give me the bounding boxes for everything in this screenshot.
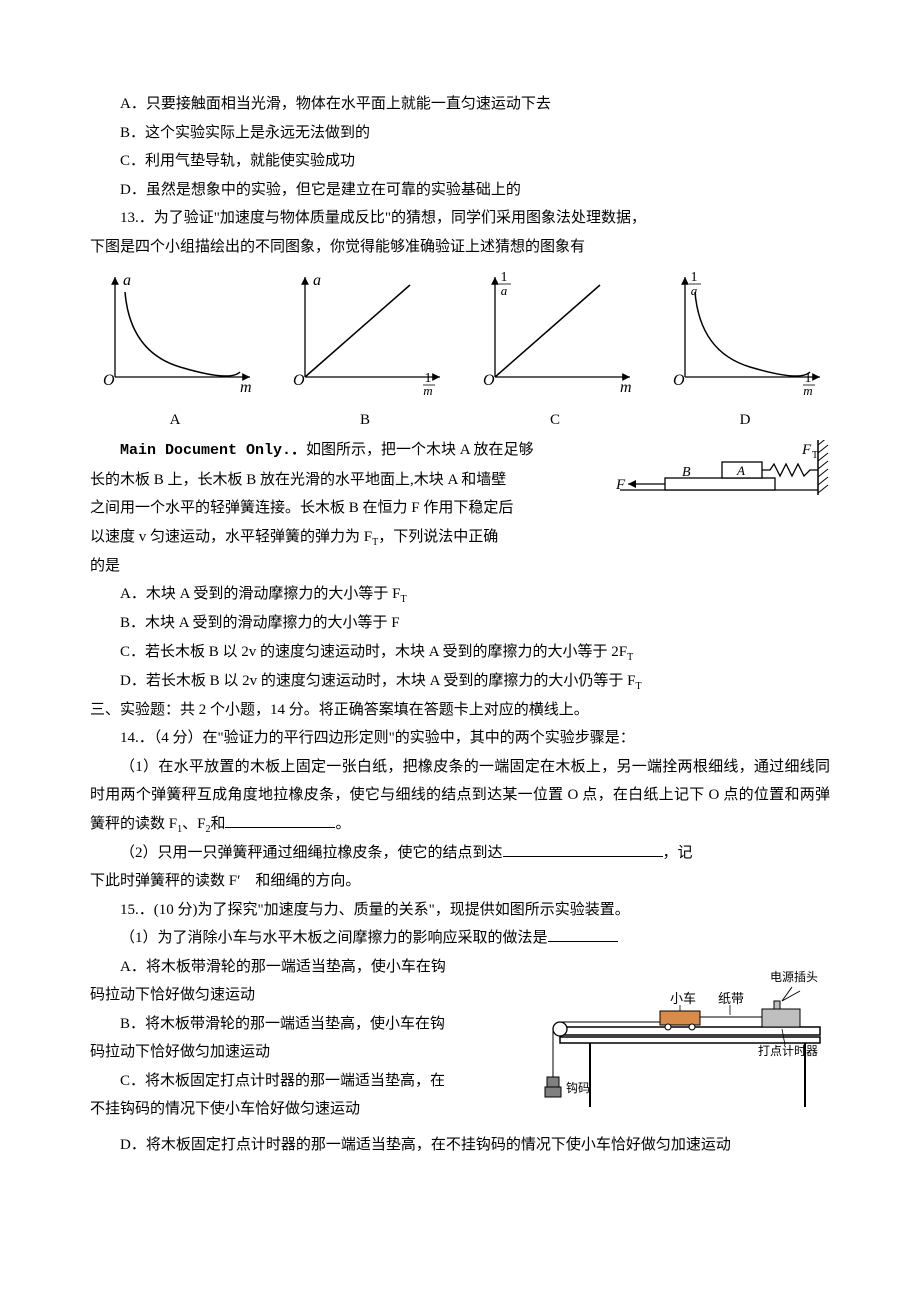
q13-graph-d: 1 a O 1 m D <box>660 267 830 434</box>
svg-text:a: a <box>691 283 698 298</box>
q14-stem: 14.．（4 分）在"验证力的平行四边形定则"的实验中，其中的两个实验步骤是： <box>90 724 830 753</box>
label-a: A <box>736 463 745 478</box>
label-ft-sub: T <box>812 450 818 461</box>
q14-p2: （2）只用一只弹簧秤通过细绳拉橡皮条，使它的结点到达，记 <box>90 839 830 868</box>
label-b: B <box>682 465 691 480</box>
q12-opt-a: A．只要接触面相当光滑，物体在水平面上就能一直匀速运动下去 <box>90 90 830 119</box>
svg-text:m: m <box>423 383 432 397</box>
label-ft: F <box>801 442 812 458</box>
svg-text:m: m <box>803 383 812 397</box>
svg-text:O: O <box>483 372 495 389</box>
graph-b-svg: a O 1 m <box>280 267 450 397</box>
q13-cap-d: D <box>660 406 830 435</box>
q14-p2c: 下此时弹簧秤的读数 F′ 和细绳的方向。 <box>90 867 830 896</box>
q15-blank[interactable] <box>548 941 618 942</box>
q14-blank1[interactable] <box>225 827 335 828</box>
svg-text:O: O <box>673 372 685 389</box>
q13-graph-row: a O m A a O 1 m B <box>90 267 830 434</box>
q13-graph-b: a O 1 m B <box>280 267 450 434</box>
svg-text:a: a <box>313 272 321 289</box>
graph-d-svg: 1 a O 1 m <box>660 267 830 397</box>
graph-a-svg: a O m <box>90 267 260 397</box>
main-opt-c: C．若长木板 B 以 2v 的速度匀速运动时，木块 A 受到的摩擦力的大小等于 … <box>90 638 830 667</box>
label-plug: 电源插头 <box>770 970 818 984</box>
q-main-block: B A F F T Main Document Only.．如图所示，把一个木块… <box>90 436 830 696</box>
main-opt-d: D．若长木板 B 以 2v 的速度匀速运动时，木块 A 受到的摩擦力的大小仍等于… <box>90 667 830 696</box>
svg-text:m: m <box>620 379 632 396</box>
q12-opt-d: D．虽然是想象中的实验，但它是建立在可靠的实验基础上的 <box>90 176 830 205</box>
svg-text:m: m <box>240 379 252 396</box>
label-f: F <box>615 477 626 493</box>
q14-blank2[interactable] <box>503 856 663 857</box>
svg-text:a: a <box>123 272 131 289</box>
q13-stem-line2: 下图是四个小组描绘出的不同图象，你觉得能够准确验证上述猜想的图象有 <box>90 233 830 262</box>
svg-text:O: O <box>103 372 115 389</box>
q13-graph-a: a O m A <box>90 267 260 434</box>
q14-p1: （1）在水平放置的木板上固定一张白纸，把橡皮条的一端固定在木板上，另一端拴两根细… <box>90 753 830 839</box>
q12-opt-b: B．这个实验实际上是永远无法做到的 <box>90 119 830 148</box>
svg-text:a: a <box>501 283 508 298</box>
q13-graph-c: 1 a O m C <box>470 267 640 434</box>
q15-opt-d: D．将木板固定打点计时器的那一端适当垫高，在不挂钩码的情况下使小车恰好做匀加速运… <box>90 1131 830 1160</box>
label-timer: 打点计时器 <box>758 1044 818 1058</box>
main-opt-b: B．木块 A 受到的滑动摩擦力的大小等于 F <box>90 609 830 638</box>
graph-c-svg: 1 a O m <box>470 267 640 397</box>
section-3-title: 三、实验题：共 2 个小题，14 分。将正确答案填在答题卡上对应的横线上。 <box>90 696 830 725</box>
q15-apparatus-figure: 钩码 小车 纸带 电源插头 打点计时器 <box>530 957 830 1128</box>
main-p4: 以速度 v 匀速运动，水平轻弹簧的弹力为 FT，下列说法中正确 <box>90 523 830 552</box>
label-tape: 纸带 <box>718 991 744 1006</box>
q13-cap-b: B <box>280 406 450 435</box>
q15-p1: （1）为了消除小车与水平木板之间摩擦力的影响应采取的做法是 <box>90 924 830 953</box>
q13-cap-c: C <box>470 406 640 435</box>
block-spring-figure: B A F F T <box>610 440 830 521</box>
q13-cap-a: A <box>90 406 260 435</box>
main-p5: 的是 <box>90 552 830 581</box>
label-car: 小车 <box>670 991 696 1006</box>
main-opt-a: A．木块 A 受到的滑动摩擦力的大小等于 FT <box>90 580 830 609</box>
q12-opt-c: C．利用气垫导轨，就能使实验成功 <box>90 147 830 176</box>
svg-text:O: O <box>293 372 305 389</box>
label-weight: 钩码 <box>566 1081 590 1095</box>
q13-stem-line1: 13.．为了验证"加速度与物体质量成反比"的猜想，同学们采用图象法处理数据， <box>90 204 830 233</box>
q15-stem: 15.．(10 分)为了探究"加速度与力、质量的关系"，现提供如图所示实验装置。 <box>90 896 830 925</box>
